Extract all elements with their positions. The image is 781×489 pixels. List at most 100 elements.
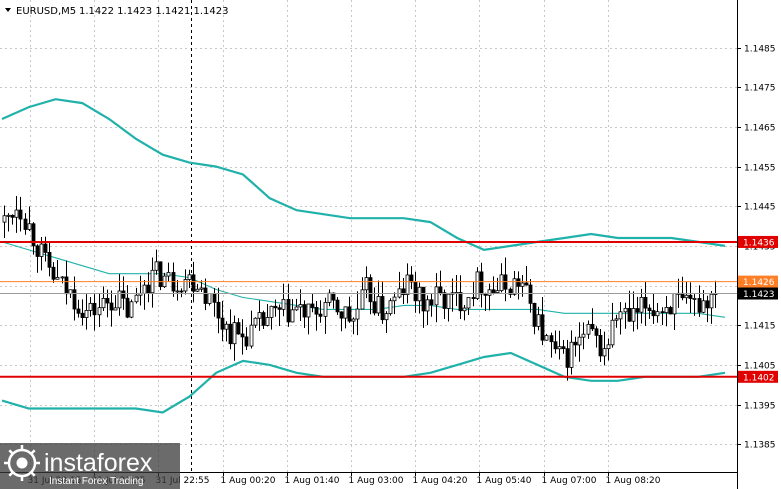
candle (80, 299, 85, 326)
candle (109, 290, 114, 327)
candle (355, 291, 360, 336)
y-tick-label: 1.1465 (744, 124, 776, 134)
watermark: instaforex Instant Forex Trading (0, 443, 180, 489)
watermark-tagline: Instant Forex Trading (49, 476, 144, 487)
x-tick-label: 31 Jul 22:55 (156, 476, 210, 486)
candle (154, 249, 159, 275)
candle (187, 269, 192, 289)
candle (236, 318, 241, 335)
candle (88, 297, 93, 317)
y-tick-label: 1.1475 (744, 84, 776, 94)
candle (55, 260, 60, 280)
candle (544, 333, 549, 341)
candlesticks (2, 196, 718, 381)
candle (598, 329, 603, 363)
candle (23, 213, 28, 235)
candle (27, 206, 32, 232)
candle (590, 308, 595, 332)
candle (516, 271, 521, 300)
candle (487, 283, 492, 311)
candle (220, 300, 225, 342)
candle (101, 286, 106, 312)
x-tick-label: 1 Aug 07:00 (542, 476, 597, 486)
candle (610, 302, 615, 348)
candle (113, 295, 118, 311)
candle (43, 236, 48, 262)
current-price-badge (738, 287, 778, 300)
candle (532, 302, 537, 335)
x-tick-label: 1 Aug 01:40 (285, 476, 340, 486)
candle (158, 261, 163, 291)
bollinger-upper-band (1, 98, 726, 252)
chart-header: EURUSD,M5 1.1422 1.1423 1.1421 1.1423 (5, 6, 229, 17)
candle (281, 283, 286, 317)
x-tick-label: 1 Aug 03:00 (349, 476, 404, 486)
candle (351, 317, 356, 335)
candle (179, 288, 184, 298)
candle (577, 322, 582, 362)
candle (442, 289, 447, 320)
candle (2, 205, 7, 238)
y-tick-label: 1.1455 (744, 164, 776, 174)
candle (664, 296, 669, 327)
candle (668, 305, 673, 315)
candle (191, 261, 196, 303)
candle (47, 242, 52, 277)
candle (635, 296, 640, 330)
candle (14, 196, 19, 233)
candle (581, 322, 586, 350)
candle (286, 283, 291, 327)
candle (458, 275, 463, 320)
candle (573, 336, 578, 357)
candle (425, 295, 430, 326)
candle (651, 293, 656, 324)
candle (586, 320, 591, 339)
candle (429, 293, 434, 317)
candle (491, 276, 496, 295)
price-labels: 1.1436 1.1426 1.1402 1.1423 (738, 235, 778, 383)
x-tick-label: 1 Aug 04:20 (413, 476, 468, 486)
candle (232, 315, 237, 361)
candle (318, 300, 323, 323)
candle (129, 299, 134, 319)
candle (655, 302, 660, 323)
price-level-label: 1.1436 (743, 238, 775, 248)
candle (249, 310, 254, 349)
candle (508, 287, 513, 298)
candle (512, 270, 517, 296)
candle (125, 285, 130, 319)
candle (269, 305, 274, 330)
candle (92, 294, 97, 331)
candle (339, 311, 344, 332)
candle (565, 339, 570, 381)
candle (647, 304, 652, 319)
candle (273, 299, 278, 317)
candle (6, 213, 11, 232)
candle (277, 304, 282, 326)
candle (76, 299, 81, 318)
candle (388, 298, 393, 316)
candle (466, 297, 471, 315)
price-levels (0, 240, 737, 378)
candle (639, 288, 644, 324)
dropdown-triangle-icon[interactable] (5, 8, 11, 12)
candle (207, 293, 212, 306)
candle (134, 287, 139, 304)
candle (72, 276, 77, 321)
candle (557, 330, 562, 360)
candle (265, 304, 270, 327)
candle (224, 321, 229, 342)
candle (475, 267, 480, 300)
candle (660, 307, 665, 325)
candle (199, 280, 204, 292)
candle (310, 293, 315, 313)
candle (643, 282, 648, 326)
candle (335, 296, 340, 316)
candle (623, 302, 628, 329)
candle (244, 327, 249, 350)
candle (228, 309, 233, 350)
candle (614, 314, 619, 328)
candle (705, 295, 710, 323)
candle (401, 277, 406, 304)
